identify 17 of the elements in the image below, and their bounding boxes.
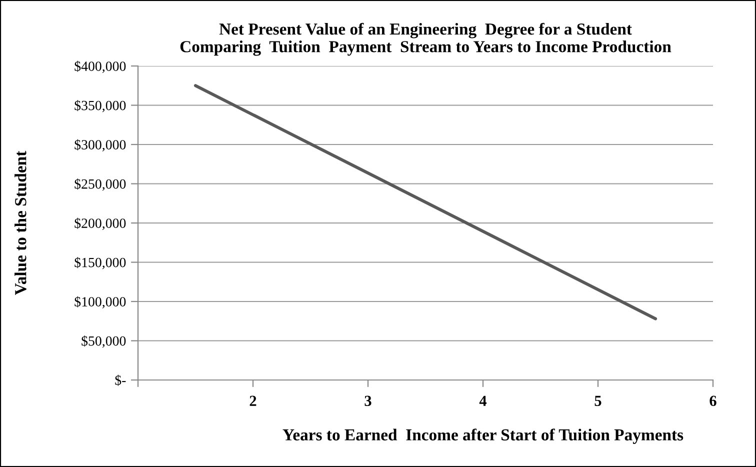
y-tick-label: $50,000	[82, 336, 126, 348]
y-tick-label: $100,000	[74, 296, 126, 308]
x-tick-label: 3	[364, 396, 372, 406]
x-tick-label: 2	[250, 396, 256, 406]
x-tick-label: 6	[710, 396, 716, 406]
chart-title: Net Present Value of an Engineering Degree for a Student Comparing Tuition Payment Stream to Years to Income Production	[180, 22, 672, 56]
x-tick-label: 5	[594, 396, 602, 406]
x-tick-label: 4	[479, 396, 487, 406]
y-tick-label: $-	[115, 374, 126, 386]
y-tick-label: $350,000	[74, 100, 126, 112]
y-tick-label: $300,000	[74, 139, 126, 152]
y-axis-title: Value to the Student	[14, 150, 26, 295]
y-tick-label: $200,000	[74, 218, 126, 230]
y-tick-label: $250,000	[74, 178, 126, 191]
y-tick-label: $150,000	[74, 257, 126, 270]
x-axis-title: Years to Earned Income after Start of Tuition Payments	[282, 428, 684, 444]
y-tick-label: $400,000	[74, 60, 126, 73]
